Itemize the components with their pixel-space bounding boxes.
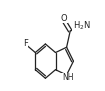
Text: F: F <box>23 39 28 49</box>
Text: NH: NH <box>62 73 73 82</box>
Text: O: O <box>61 14 68 23</box>
Text: H$_2$N: H$_2$N <box>73 19 91 32</box>
